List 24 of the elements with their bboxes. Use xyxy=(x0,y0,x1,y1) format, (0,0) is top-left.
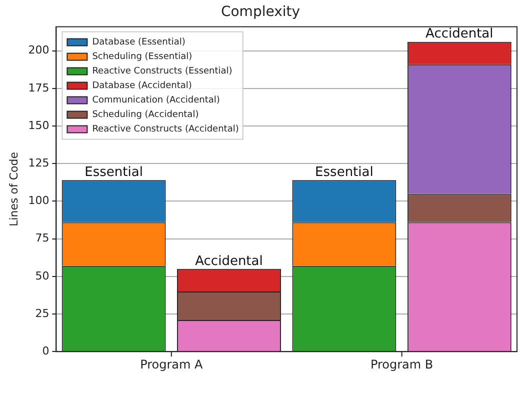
y-tick-label: 200 xyxy=(28,44,50,57)
annotation: Accidental xyxy=(195,254,263,269)
annotation: Essential xyxy=(84,165,143,180)
chart-title: Complexity xyxy=(220,4,300,20)
y-tick-label: 125 xyxy=(28,156,50,170)
legend-label: Communication (Accidental) xyxy=(92,96,220,106)
legend-label: Reactive Constructs (Essential) xyxy=(92,66,232,77)
x-tick-label: Program B xyxy=(370,358,434,372)
y-tick-label: 25 xyxy=(35,306,50,320)
y-axis-title: Lines of Code xyxy=(7,152,20,226)
y-tick-label: 150 xyxy=(28,118,50,132)
y-tick-label: 0 xyxy=(42,344,50,358)
annotation: Essential xyxy=(315,165,374,180)
legend-label: Database (Accidental) xyxy=(92,81,192,92)
y-tick-label: 100 xyxy=(28,194,50,208)
legend-label: Database (Essential) xyxy=(92,38,186,48)
annotation: Accidental xyxy=(426,26,494,42)
x-tick-label: Program A xyxy=(140,358,204,372)
legend-label: Scheduling (Accidental) xyxy=(92,110,199,120)
y-tick-label: 50 xyxy=(35,269,50,282)
y-tick-label: 175 xyxy=(28,81,50,94)
legend-label: Reactive Constructs (Accidental) xyxy=(92,124,239,135)
legend-label: Scheduling (Essential) xyxy=(92,52,192,62)
y-tick-label: 75 xyxy=(35,232,50,245)
